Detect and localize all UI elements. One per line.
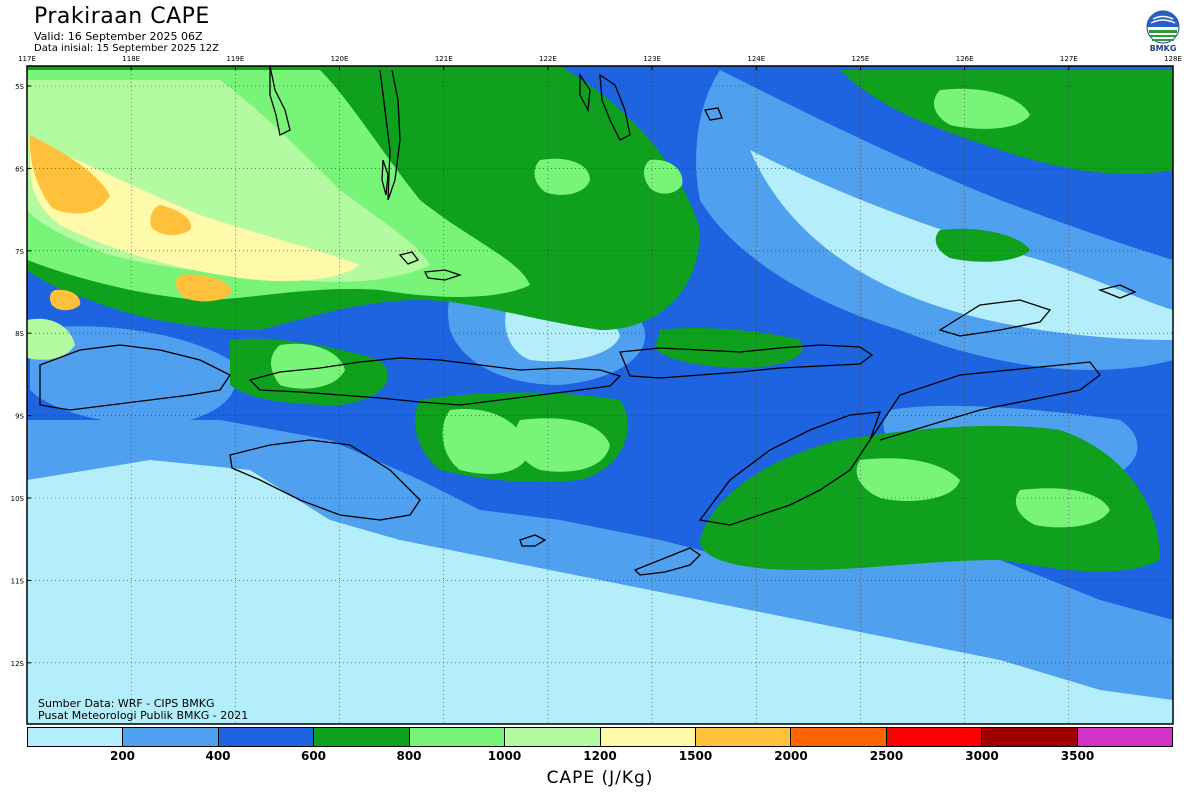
cape-fill-1500 bbox=[49, 289, 81, 311]
cape-fill-1200 bbox=[30, 140, 360, 282]
lon-tick-label: 126E bbox=[956, 55, 974, 63]
cape-fill-800 bbox=[934, 88, 1030, 129]
cape-fill-800 bbox=[644, 159, 683, 194]
flores-coast bbox=[619, 344, 874, 379]
lon-tick-label: 117E bbox=[18, 55, 36, 63]
lon-tick-label: 127E bbox=[1060, 55, 1078, 63]
sumba-coast bbox=[229, 439, 421, 521]
colorbar-threshold-label: 3000 bbox=[965, 749, 999, 763]
colorbar-threshold-label: 600 bbox=[300, 749, 327, 763]
lon-tick-label: 118E bbox=[122, 55, 140, 63]
buton-coast bbox=[599, 73, 631, 141]
colorbar-segment bbox=[314, 728, 410, 746]
colorbar-threshold-label: 1200 bbox=[583, 749, 617, 763]
lat-tick-label: 12S bbox=[11, 660, 25, 668]
timor-border bbox=[869, 361, 1101, 441]
lat-tick-label: 8S bbox=[15, 330, 24, 338]
colorbar-threshold-label: 2000 bbox=[774, 749, 808, 763]
cape-fill-600 bbox=[935, 228, 1030, 262]
alor-coast bbox=[1097, 284, 1137, 299]
source-line-1: Sumber Data: WRF - CIPS BMKG bbox=[38, 697, 215, 710]
cape-fill-1500 bbox=[175, 274, 232, 302]
initial-time: Data inisial: 15 September 2025 12Z bbox=[34, 43, 219, 54]
map-title: Prakiraan CAPE bbox=[34, 4, 210, 29]
coastlines bbox=[39, 66, 1137, 576]
lat-tick-label: 11S bbox=[11, 577, 25, 585]
colorbar-segment bbox=[791, 728, 887, 746]
cape-field bbox=[27, 66, 1173, 724]
colorbar-segment bbox=[123, 728, 219, 746]
cape-fill-800 bbox=[271, 343, 345, 389]
lat-tick-label: 6S bbox=[15, 165, 24, 173]
wetar-coast bbox=[938, 299, 1052, 337]
cape-fill-1500 bbox=[30, 135, 110, 214]
kalimantan-edge bbox=[269, 66, 291, 136]
source-line-2: Pusat Meteorologi Publik BMKG - 2021 bbox=[38, 709, 249, 722]
wakatobi-coast bbox=[704, 107, 723, 121]
colorbar-segment bbox=[28, 728, 124, 746]
sulawesi-coast bbox=[379, 69, 401, 201]
colorbar-threshold-label: 3500 bbox=[1060, 749, 1095, 763]
colorbar-title: CAPE (J/Kg) bbox=[546, 768, 654, 788]
cape-fill-1000 bbox=[27, 318, 75, 360]
rote-coast bbox=[633, 547, 702, 576]
colorbar-threshold-label: 200 bbox=[109, 749, 136, 763]
cape-fill-200-patch bbox=[30, 326, 237, 425]
lon-tick-label: 123E bbox=[643, 55, 661, 63]
logo-text: BMKG bbox=[1149, 44, 1177, 53]
selayar-coast bbox=[381, 159, 389, 196]
colorbar-segment bbox=[695, 728, 792, 746]
bmkg-logo-icon bbox=[1146, 10, 1180, 44]
colorbar-segment bbox=[409, 728, 506, 746]
valid-time: Valid: 16 September 2025 06Z bbox=[34, 30, 203, 43]
colorbar-segment bbox=[600, 728, 696, 746]
map-frame bbox=[26, 65, 1174, 725]
colorbar-segment bbox=[505, 728, 601, 746]
cape-fill-800 bbox=[442, 409, 530, 474]
colorbar-threshold-label: 1500 bbox=[678, 749, 713, 763]
cape-fill-800 bbox=[515, 418, 610, 472]
cape-fill-1500 bbox=[150, 205, 191, 236]
colorbar-threshold-label: 2500 bbox=[869, 749, 904, 763]
longitude-ticks: 117E 118E 119E 120E 121E 122E 123E 124E 125E 126E… bbox=[18, 55, 1182, 70]
cape-fill-800 bbox=[856, 458, 960, 501]
lon-tick-label: 121E bbox=[435, 55, 453, 63]
bonerate-coast bbox=[398, 251, 420, 265]
muna-coast bbox=[579, 72, 591, 113]
colorbar-segment bbox=[886, 728, 983, 746]
colorbar-threshold-label: 1000 bbox=[487, 749, 522, 763]
colorbar-segment bbox=[1077, 728, 1173, 746]
latitude-ticks: 5S 6S 7S 8S 9S 10S 11S 12S bbox=[11, 83, 31, 668]
lat-tick-label: 9S bbox=[15, 413, 24, 421]
colorbar-threshold-label: 400 bbox=[205, 749, 231, 763]
colorbar-threshold-label: 800 bbox=[396, 749, 422, 763]
lon-tick-label: 120E bbox=[331, 55, 349, 63]
sawu-coast bbox=[519, 534, 547, 547]
cape-fill-800 bbox=[534, 158, 590, 195]
lat-tick-label: 5S bbox=[15, 83, 24, 91]
colorbar-labels: 200 400 600 800 1000 1200 1500 2000 2500 3000 3500 bbox=[27, 749, 1173, 763]
lon-tick-label: 119E bbox=[226, 55, 244, 63]
graticule bbox=[27, 66, 1173, 724]
lon-tick-label: 124E bbox=[747, 55, 765, 63]
bali-coast bbox=[39, 344, 231, 411]
cape-fill-600 bbox=[655, 328, 803, 368]
colorbar bbox=[27, 727, 1173, 747]
lon-tick-label: 125E bbox=[852, 55, 870, 63]
colorbar-segment bbox=[218, 728, 315, 746]
lon-tick-label: 128E bbox=[1164, 55, 1182, 63]
colorbar-segment bbox=[982, 728, 1078, 746]
lat-tick-label: 10S bbox=[11, 495, 25, 503]
sumbawa-coast bbox=[248, 357, 622, 406]
lat-tick-label: 7S bbox=[15, 248, 24, 256]
kalao-coast bbox=[423, 269, 463, 281]
lon-tick-label: 122E bbox=[539, 55, 557, 63]
